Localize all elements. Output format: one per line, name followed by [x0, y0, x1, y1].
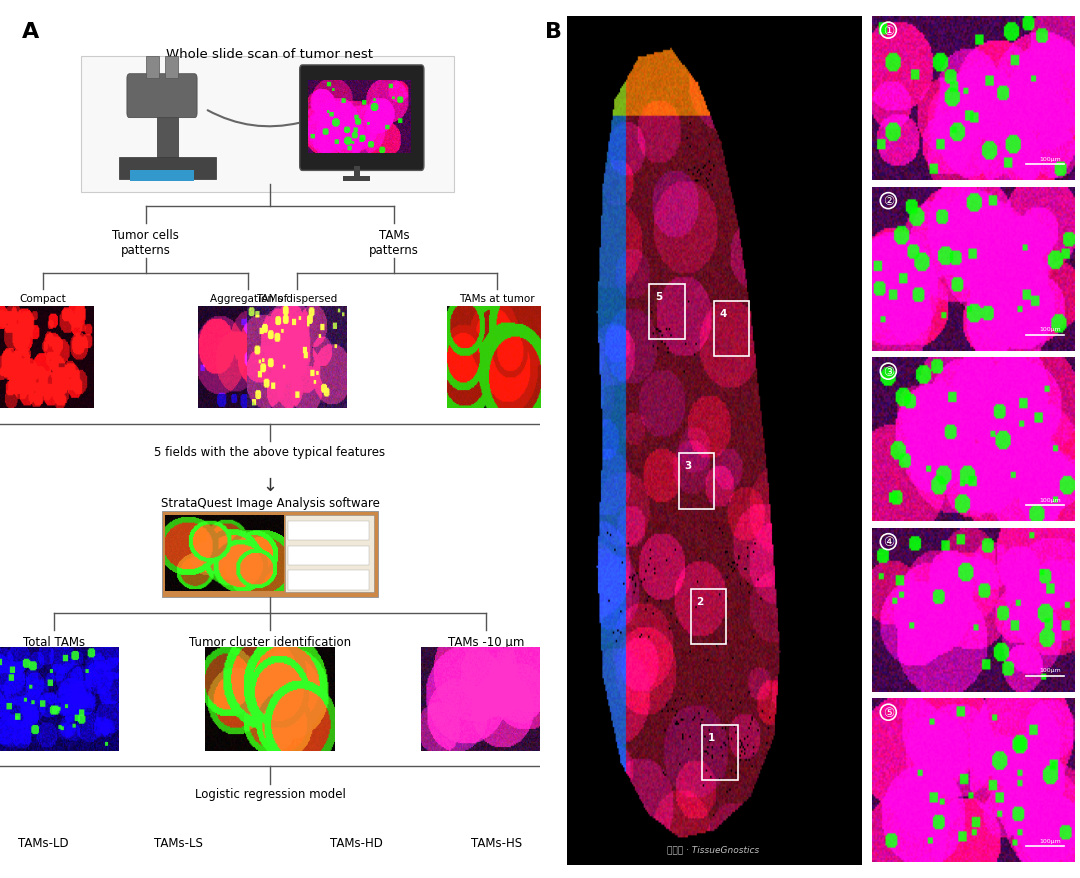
- Text: Logistic regression model: Logistic regression model: [194, 788, 346, 801]
- Text: TAMs -10 μm: TAMs -10 μm: [448, 636, 524, 649]
- FancyBboxPatch shape: [81, 57, 454, 193]
- Text: 100μm: 100μm: [1039, 838, 1061, 843]
- Text: 100μm: 100μm: [1039, 156, 1061, 162]
- FancyBboxPatch shape: [288, 546, 369, 565]
- Bar: [690, 589, 726, 644]
- Text: Tumor cells
patterns: Tumor cells patterns: [112, 228, 179, 256]
- Text: TAMs
patterns: TAMs patterns: [369, 228, 419, 256]
- Text: Total TAMs: Total TAMs: [23, 636, 85, 649]
- FancyBboxPatch shape: [567, 18, 862, 865]
- Text: ②: ②: [882, 195, 894, 208]
- FancyBboxPatch shape: [354, 167, 361, 180]
- FancyBboxPatch shape: [119, 158, 216, 180]
- FancyBboxPatch shape: [127, 75, 197, 119]
- Text: TAMs-HS: TAMs-HS: [471, 836, 523, 849]
- Text: 100μm: 100μm: [1039, 327, 1061, 332]
- Text: TAMs-HD: TAMs-HD: [330, 836, 382, 849]
- Text: 4: 4: [719, 308, 727, 319]
- Text: ③: ③: [882, 365, 894, 378]
- Bar: [702, 725, 738, 780]
- FancyBboxPatch shape: [285, 515, 374, 593]
- FancyBboxPatch shape: [300, 66, 424, 171]
- Text: 1: 1: [707, 732, 715, 742]
- Bar: [714, 301, 750, 356]
- FancyBboxPatch shape: [130, 171, 194, 182]
- Text: 3: 3: [685, 461, 691, 471]
- Text: A: A: [22, 22, 39, 42]
- Text: Whole slide scan of tumor nest: Whole slide scan of tumor nest: [166, 48, 374, 61]
- Text: 5: 5: [654, 291, 662, 301]
- FancyBboxPatch shape: [162, 511, 378, 597]
- Text: ④: ④: [882, 536, 894, 549]
- Text: TAMs-LD: TAMs-LD: [18, 836, 68, 849]
- Text: ①: ①: [882, 25, 894, 38]
- Text: Aggregation of
tumor clusters: Aggregation of tumor clusters: [210, 294, 287, 316]
- Text: 100μm: 100μm: [1039, 667, 1061, 673]
- Text: StrataQuest Image Analysis software: StrataQuest Image Analysis software: [161, 496, 379, 509]
- Text: 公众号 · TissueGnostics: 公众号 · TissueGnostics: [666, 845, 759, 853]
- FancyBboxPatch shape: [157, 97, 178, 158]
- Text: TAMs-LS: TAMs-LS: [153, 836, 203, 849]
- Text: TAMs dispersed
among tumor cells: TAMs dispersed among tumor cells: [248, 294, 346, 316]
- Bar: [649, 284, 685, 340]
- Text: Tumor cluster identification: Tumor cluster identification: [189, 636, 351, 649]
- Text: TAMs at tumor
cluster edges: TAMs at tumor cluster edges: [459, 294, 535, 316]
- Text: 2: 2: [696, 596, 703, 607]
- Bar: [679, 454, 714, 509]
- Text: 5 fields with the above typical features: 5 fields with the above typical features: [154, 445, 386, 458]
- Text: ⑤: ⑤: [882, 706, 894, 719]
- FancyBboxPatch shape: [146, 57, 160, 79]
- FancyBboxPatch shape: [164, 57, 178, 79]
- Text: ↓: ↓: [262, 477, 278, 494]
- FancyBboxPatch shape: [343, 176, 369, 182]
- Text: B: B: [545, 22, 563, 42]
- Text: 100μm: 100μm: [1039, 497, 1061, 502]
- FancyBboxPatch shape: [288, 571, 369, 590]
- FancyBboxPatch shape: [288, 522, 369, 541]
- Text: Compact
tumor cells: Compact tumor cells: [14, 294, 72, 316]
